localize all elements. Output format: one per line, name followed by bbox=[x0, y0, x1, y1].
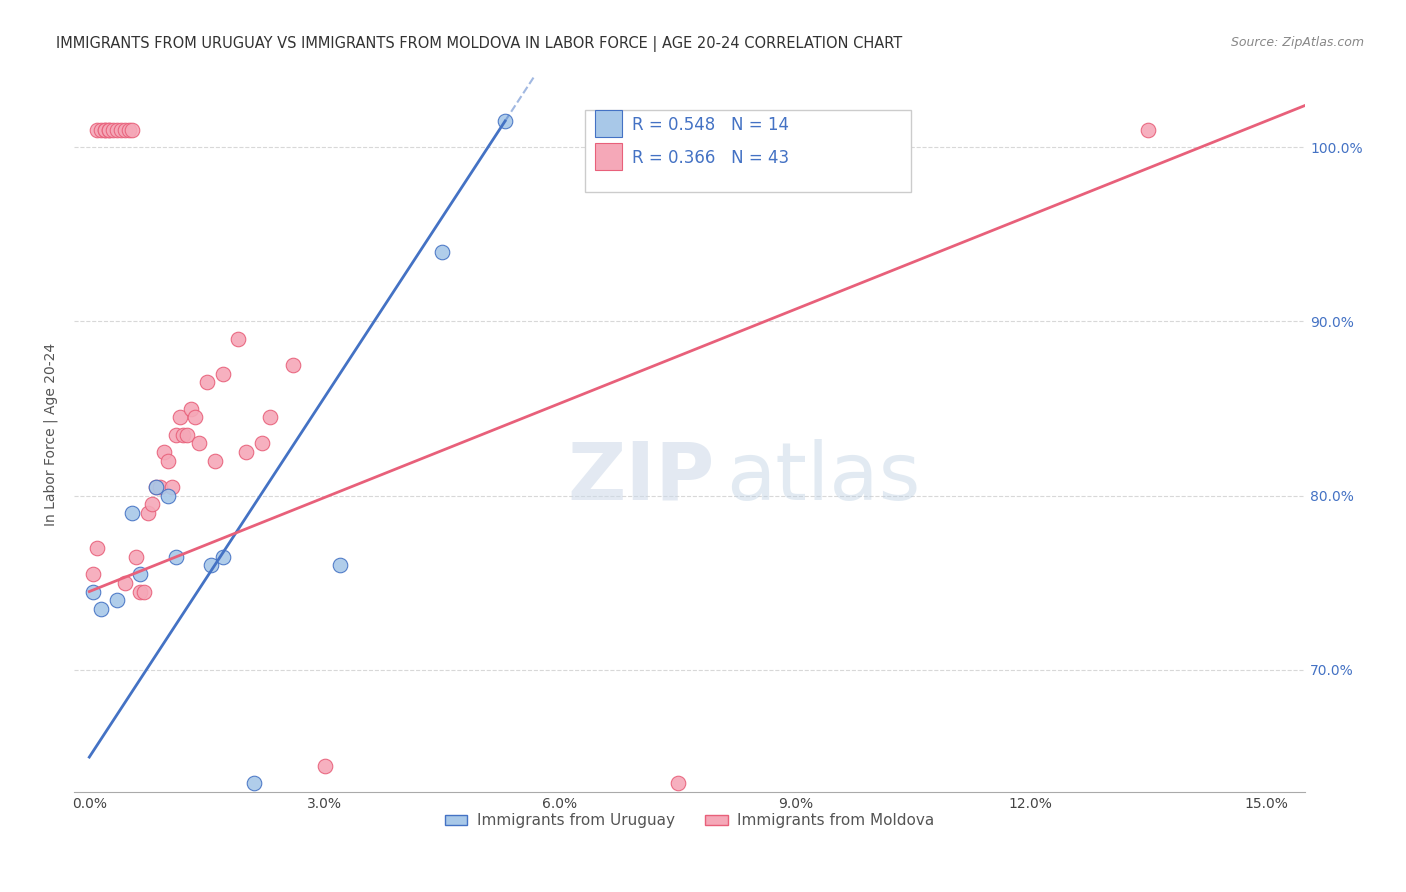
Point bbox=[86, 122, 108, 136]
Point bbox=[188, 436, 211, 450]
Point bbox=[121, 122, 143, 136]
Point bbox=[82, 567, 104, 582]
Point bbox=[666, 776, 689, 790]
Point bbox=[156, 489, 179, 503]
Point bbox=[250, 436, 273, 450]
Point bbox=[314, 759, 336, 773]
Point bbox=[176, 427, 198, 442]
FancyBboxPatch shape bbox=[585, 110, 911, 192]
Legend: Immigrants from Uruguay, Immigrants from Moldova: Immigrants from Uruguay, Immigrants from… bbox=[439, 807, 941, 834]
Point bbox=[211, 367, 233, 381]
Point bbox=[105, 122, 128, 136]
Text: ZIP: ZIP bbox=[567, 439, 714, 516]
Point bbox=[165, 427, 187, 442]
Text: atlas: atlas bbox=[727, 439, 921, 516]
Point bbox=[90, 122, 112, 136]
Point bbox=[211, 549, 233, 564]
Bar bbox=[595, 110, 621, 136]
Point bbox=[235, 445, 257, 459]
Point bbox=[180, 401, 202, 416]
Point bbox=[145, 480, 167, 494]
Point bbox=[156, 454, 179, 468]
Point bbox=[110, 122, 132, 136]
Point bbox=[141, 497, 163, 511]
Point bbox=[97, 122, 120, 136]
Text: IMMIGRANTS FROM URUGUAY VS IMMIGRANTS FROM MOLDOVA IN LABOR FORCE | AGE 20-24 CO: IMMIGRANTS FROM URUGUAY VS IMMIGRANTS FR… bbox=[56, 36, 903, 52]
Point bbox=[114, 122, 136, 136]
Point bbox=[101, 122, 124, 136]
Point bbox=[86, 541, 108, 555]
Point bbox=[329, 558, 352, 573]
Point bbox=[195, 376, 218, 390]
Point bbox=[136, 506, 159, 520]
Text: R = 0.548   N = 14: R = 0.548 N = 14 bbox=[631, 116, 789, 135]
Point bbox=[283, 358, 305, 372]
Y-axis label: In Labor Force | Age 20-24: In Labor Force | Age 20-24 bbox=[44, 343, 58, 526]
Point bbox=[82, 584, 104, 599]
Point bbox=[1137, 122, 1160, 136]
Point bbox=[121, 506, 143, 520]
Point bbox=[494, 114, 516, 128]
Point bbox=[149, 480, 172, 494]
Point bbox=[97, 122, 120, 136]
Text: Source: ZipAtlas.com: Source: ZipAtlas.com bbox=[1230, 36, 1364, 49]
Point bbox=[160, 480, 183, 494]
Point bbox=[432, 244, 454, 259]
Point bbox=[129, 584, 152, 599]
Point bbox=[129, 567, 152, 582]
Bar bbox=[595, 144, 621, 170]
Point bbox=[90, 602, 112, 616]
Point bbox=[105, 593, 128, 607]
Point bbox=[259, 410, 281, 425]
Point bbox=[153, 445, 176, 459]
Point bbox=[94, 122, 117, 136]
Point bbox=[165, 549, 187, 564]
Point bbox=[204, 454, 226, 468]
Point bbox=[134, 584, 156, 599]
Point bbox=[94, 122, 117, 136]
Point bbox=[114, 575, 136, 590]
Point bbox=[125, 549, 148, 564]
Point bbox=[145, 480, 167, 494]
Point bbox=[228, 332, 250, 346]
Text: R = 0.366   N = 43: R = 0.366 N = 43 bbox=[631, 149, 789, 167]
Point bbox=[117, 122, 139, 136]
Point bbox=[200, 558, 222, 573]
Point bbox=[184, 410, 207, 425]
Point bbox=[243, 776, 266, 790]
Point bbox=[169, 410, 191, 425]
Point bbox=[172, 427, 194, 442]
